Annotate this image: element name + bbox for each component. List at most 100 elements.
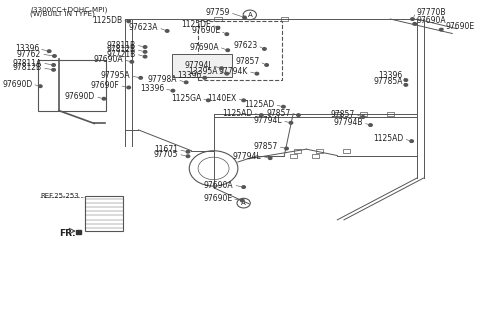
Circle shape [203,76,206,79]
Text: 97623A: 97623A [129,23,158,32]
Text: 1125DE: 1125DE [181,20,211,29]
Circle shape [127,86,131,89]
Text: 97794J: 97794J [185,61,211,70]
Circle shape [440,29,443,31]
Circle shape [404,84,408,86]
Circle shape [243,16,246,19]
Text: 97690E: 97690E [191,27,220,35]
Text: 1125DB: 1125DB [92,16,122,25]
Text: 13396: 13396 [379,71,403,80]
Text: 97690A: 97690A [416,16,445,25]
Bar [289,154,297,157]
Circle shape [289,122,293,124]
Text: 97812B: 97812B [107,45,136,54]
Bar [215,17,222,21]
Text: 97795A: 97795A [101,71,131,80]
Circle shape [144,51,147,53]
Text: 11671: 11671 [154,145,178,154]
Circle shape [186,150,190,153]
Bar [316,149,323,153]
Text: 97785A: 97785A [373,76,403,86]
Text: 1125AD: 1125AD [373,134,404,144]
Bar [334,112,341,116]
Bar [76,230,81,234]
Text: 13396: 13396 [15,44,39,53]
Circle shape [410,140,413,143]
Circle shape [225,72,228,75]
Circle shape [206,99,210,102]
Circle shape [184,81,188,84]
Text: 97857: 97857 [331,110,355,119]
Text: FR.: FR. [59,229,75,238]
Bar [387,112,394,116]
Text: 97690D: 97690D [65,92,95,101]
Text: 97811B: 97811B [107,40,136,50]
Text: 97857: 97857 [253,142,277,151]
Text: (W/BUILT IN TYPE): (W/BUILT IN TYPE) [30,11,95,17]
Text: 97690E: 97690E [445,22,475,31]
Text: A: A [248,12,252,18]
Circle shape [52,68,55,71]
Circle shape [144,55,147,58]
Text: 97721B: 97721B [107,50,136,59]
Text: 97857: 97857 [267,109,291,118]
Text: 1125GA: 1125GA [171,94,201,103]
Circle shape [226,49,229,52]
Text: 13396: 13396 [178,71,202,80]
FancyBboxPatch shape [172,54,232,77]
Circle shape [220,67,223,69]
Circle shape [139,76,143,79]
Text: 97857: 97857 [235,57,260,66]
Bar [343,149,350,153]
Circle shape [48,50,51,52]
Text: 97705: 97705 [154,150,178,159]
Text: 97770B: 97770B [416,8,445,17]
Text: 97690E: 97690E [203,194,232,203]
Text: REF.25-253: REF.25-253 [40,193,79,199]
Circle shape [263,48,266,50]
Text: 97690A: 97690A [204,180,233,190]
Circle shape [102,98,106,100]
Circle shape [171,89,175,92]
Text: 97623: 97623 [233,41,257,50]
Circle shape [260,114,263,116]
Circle shape [240,199,244,202]
Text: 1125AD: 1125AD [222,109,252,118]
Text: 97690A: 97690A [189,42,219,52]
Circle shape [404,79,408,81]
Circle shape [186,155,190,157]
Text: 97812B: 97812B [13,64,42,72]
Bar [360,112,367,116]
Circle shape [242,186,245,188]
Circle shape [413,23,417,25]
Circle shape [369,124,372,126]
Bar [294,149,301,153]
Circle shape [265,64,268,66]
Text: 97798A: 97798A [148,75,177,84]
Circle shape [225,33,228,35]
Circle shape [166,30,169,32]
Circle shape [38,85,42,87]
Circle shape [216,27,220,29]
Text: 97794L: 97794L [233,152,261,161]
Circle shape [127,20,131,23]
Text: 97690F: 97690F [91,81,120,90]
Circle shape [268,157,272,159]
Circle shape [242,99,245,102]
Circle shape [361,116,365,118]
Circle shape [411,18,414,20]
Circle shape [52,64,55,66]
Circle shape [144,46,147,48]
Text: (3300CC+DOHC-MPI): (3300CC+DOHC-MPI) [30,6,108,13]
Text: 97794L: 97794L [253,116,282,125]
Circle shape [282,106,285,108]
Text: 97794K: 97794K [219,67,248,76]
Circle shape [255,72,259,75]
Text: 13396: 13396 [140,84,164,93]
Text: 97811A: 97811A [13,59,42,68]
Text: 97759: 97759 [205,8,230,17]
Bar [281,17,288,21]
Circle shape [297,114,300,116]
Text: 97794B: 97794B [334,118,363,127]
Circle shape [285,147,288,150]
